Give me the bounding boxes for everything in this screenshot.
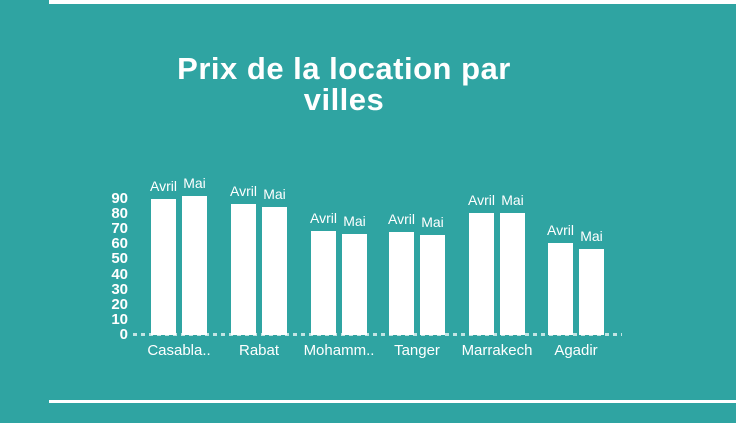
y-axis-tick-50: 50 <box>111 250 128 268</box>
bar-series-label-casabla-mai: Mai <box>183 175 206 191</box>
bar-rabat-avril[interactable] <box>231 204 256 335</box>
bar-agadir-mai[interactable] <box>579 249 604 335</box>
y-axis-tick-60: 60 <box>111 235 128 253</box>
x-axis-label-agadir: Agadir <box>554 342 598 359</box>
y-axis-tick-30: 30 <box>111 280 128 298</box>
y-axis-tick-70: 70 <box>111 220 128 238</box>
bar-series-label-rabat-mai: Mai <box>263 186 286 202</box>
y-axis-tick-0: 0 <box>119 326 128 343</box>
bar-series-label-tanger-mai: Mai <box>421 214 444 230</box>
bar-series-label-agadir-avril: Avril <box>547 222 574 238</box>
bar-series-label-tanger-avril: Avril <box>388 211 415 227</box>
x-axis-label-rabat: Rabat <box>238 342 280 359</box>
bar-tanger-avril[interactable] <box>389 232 414 335</box>
bar-series-label-marrakech-avril: Avril <box>468 192 495 208</box>
bar-agadir-avril[interactable] <box>548 243 573 335</box>
bar-series-label-casabla-avril: Avril <box>150 178 177 194</box>
y-axis-tick-10: 10 <box>111 310 128 328</box>
chart-title-line2: villes <box>303 82 385 117</box>
bar-series-label-mohamm-avril: Avril <box>310 210 337 226</box>
x-axis-label-casabla: Casabla.. <box>147 342 211 359</box>
top-divider <box>49 0 736 4</box>
x-axis-label-tanger: Tanger <box>394 342 440 359</box>
bar-marrakech-mai[interactable] <box>500 213 525 335</box>
chart-title: Prix de la location par villes <box>144 53 544 115</box>
bar-casabla-mai[interactable] <box>182 196 207 335</box>
bar-series-label-rabat-avril: Avril <box>230 183 257 199</box>
y-axis-tick-80: 80 <box>111 205 128 223</box>
zero-baseline <box>133 333 622 336</box>
y-axis-tick-40: 40 <box>111 265 128 283</box>
bar-mohamm-mai[interactable] <box>342 234 367 335</box>
bar-series-label-mohamm-mai: Mai <box>343 213 366 229</box>
y-axis-tick-90: 90 <box>111 190 128 207</box>
x-axis-label-marrakech: Marrakech <box>461 342 533 359</box>
bar-tanger-mai[interactable] <box>420 235 445 335</box>
bottom-divider <box>49 400 736 403</box>
bar-series-label-marrakech-mai: Mai <box>501 192 524 208</box>
chart-title-line1: Prix de la location par <box>177 51 511 86</box>
bar-marrakech-avril[interactable] <box>469 213 494 335</box>
bar-casabla-avril[interactable] <box>151 199 176 335</box>
bar-series-label-agadir-mai: Mai <box>580 228 603 244</box>
bar-rabat-mai[interactable] <box>262 207 287 335</box>
bar-mohamm-avril[interactable] <box>311 231 336 335</box>
x-axis-label-mohamm: Mohamm.. <box>303 342 375 359</box>
y-axis-tick-20: 20 <box>111 295 128 313</box>
